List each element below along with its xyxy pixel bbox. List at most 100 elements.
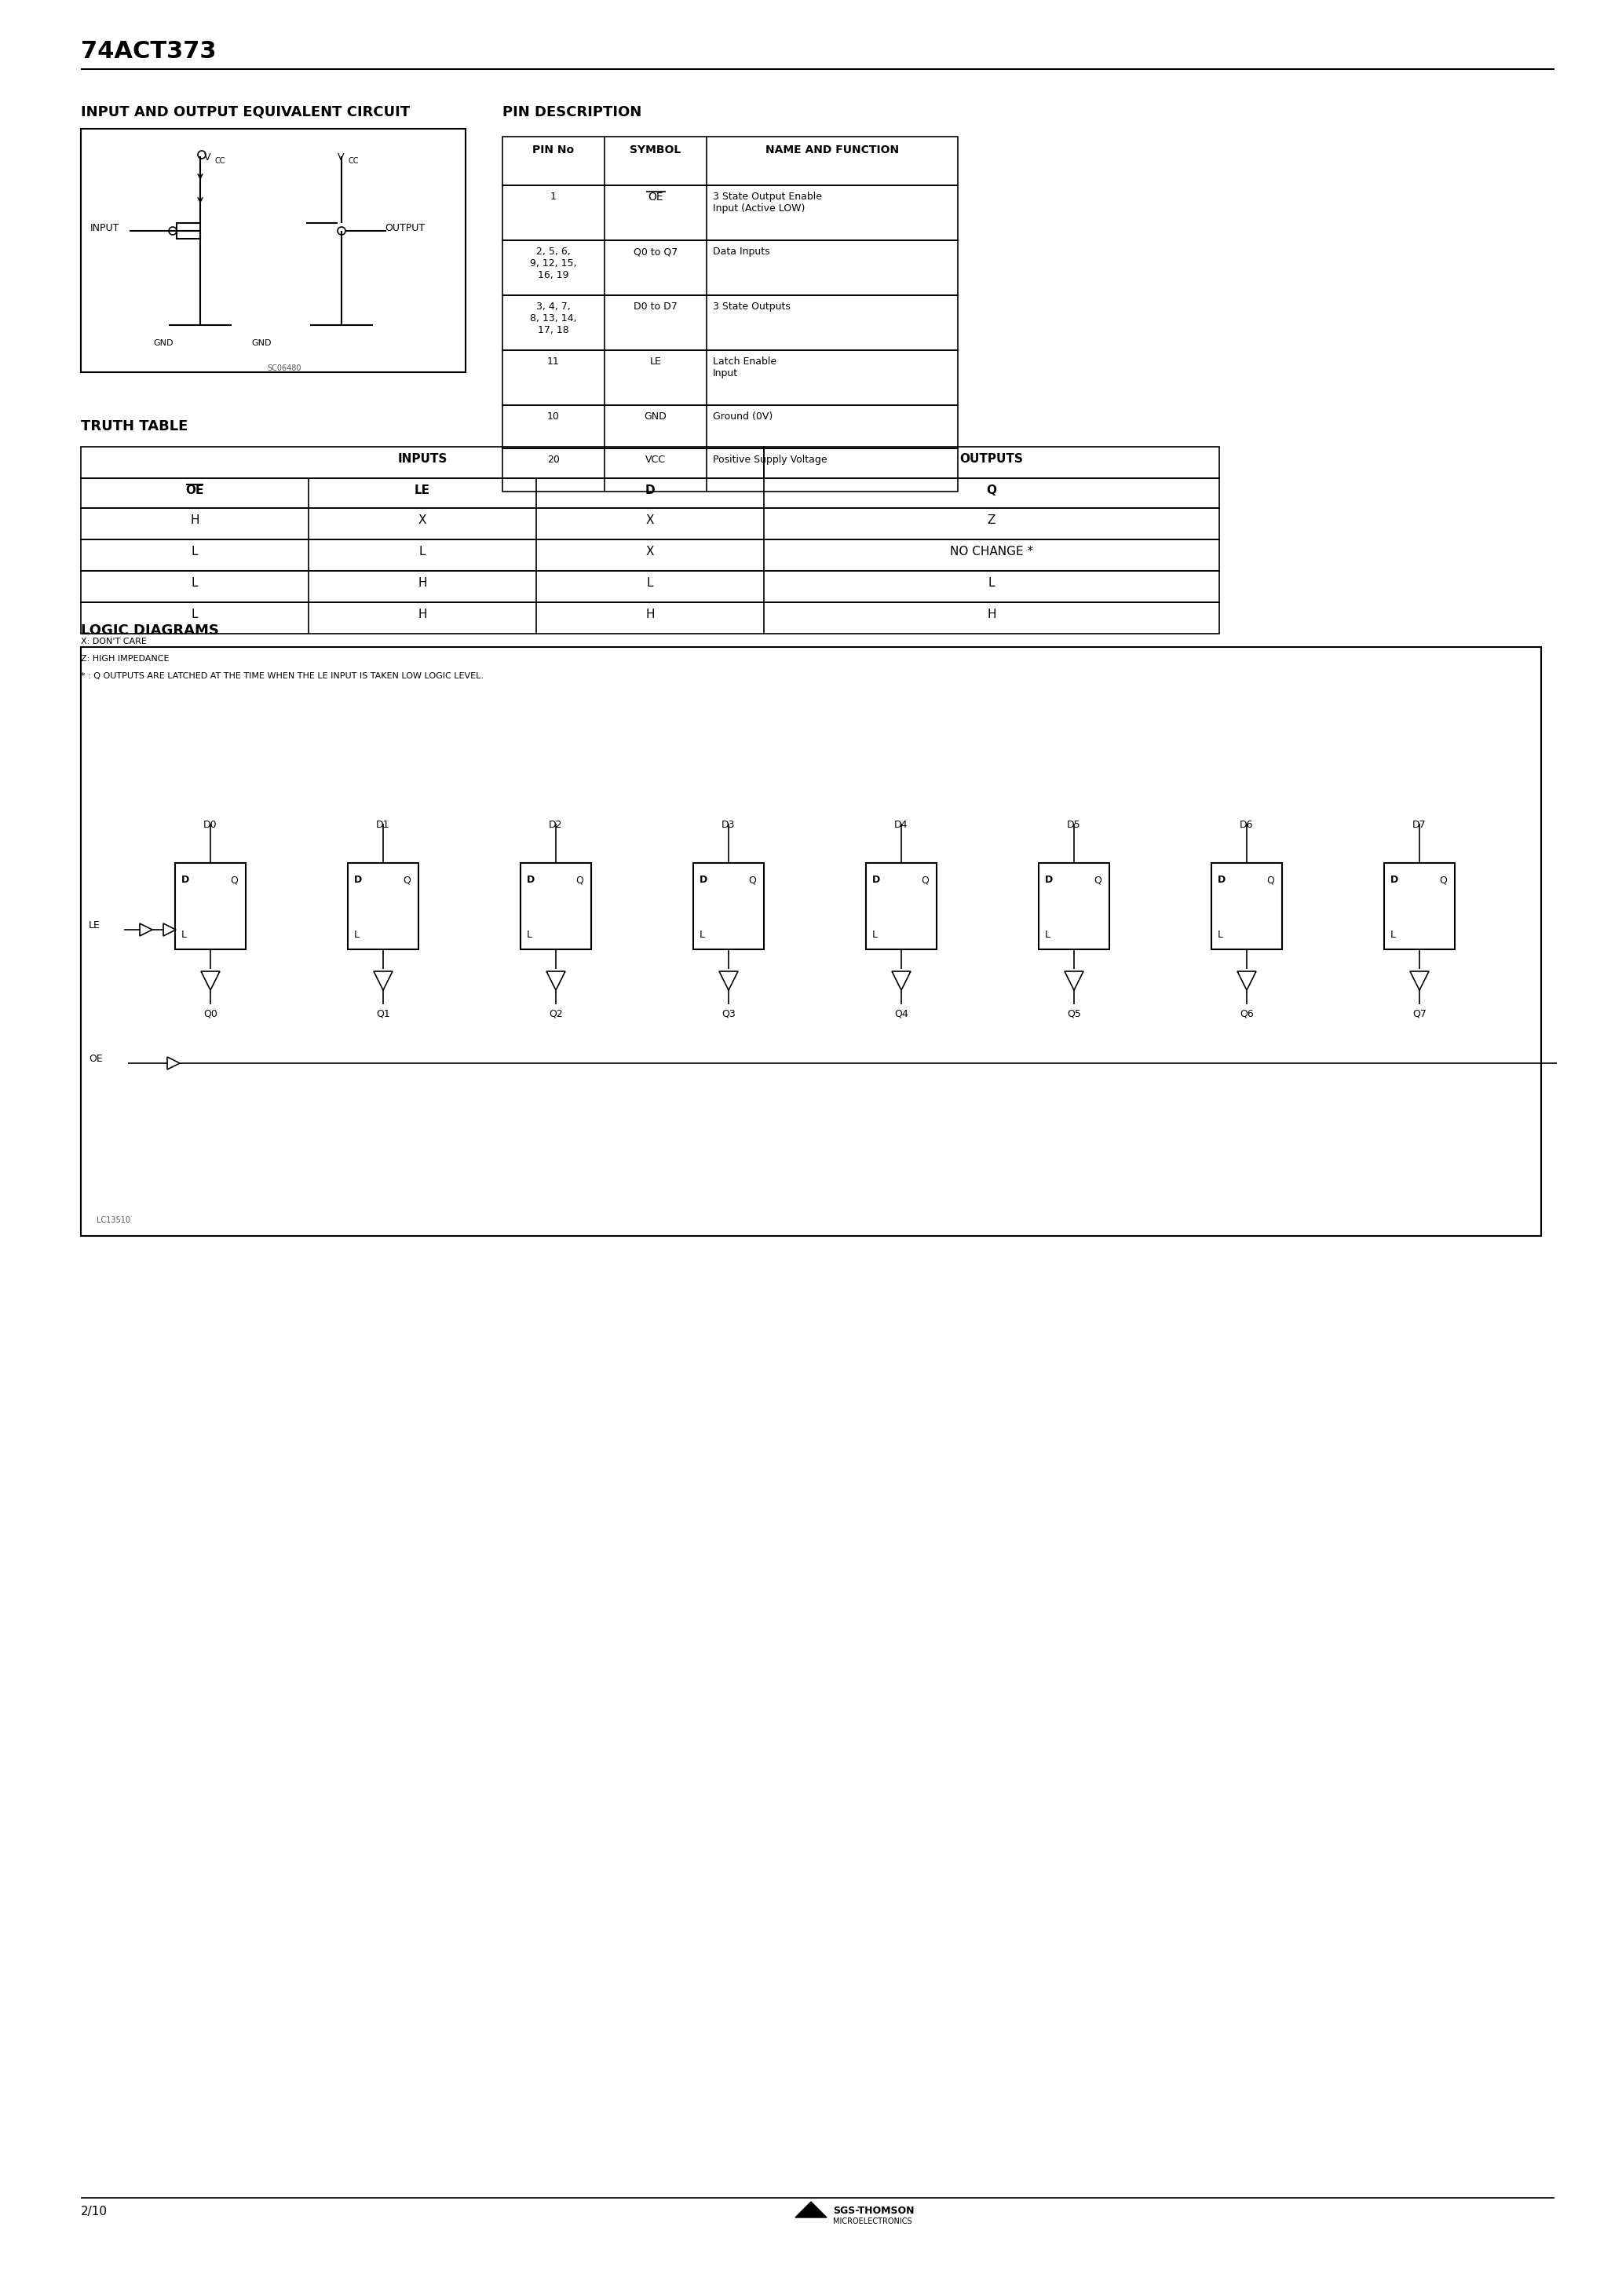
Text: 10: 10 [547,411,560,422]
Text: L: L [873,930,878,939]
Text: Q: Q [921,875,929,884]
Bar [503,448,959,491]
Text: D: D [699,875,707,884]
Text: D: D [1390,875,1398,884]
Text: LC13510: LC13510 [97,1217,130,1224]
Text: Positive Supply Voltage: Positive Supply Voltage [712,455,827,464]
Text: CC: CC [214,156,225,165]
Text: PIN DESCRIPTION: PIN DESCRIPTION [503,106,642,119]
Bar [175,863,247,948]
Bar [503,241,959,296]
Text: Q: Q [402,875,410,884]
Text: H: H [988,608,996,620]
Bar [81,647,1541,1235]
Text: CC: CC [347,156,358,165]
Text: Z: HIGH IMPEDANCE: Z: HIGH IMPEDANCE [81,654,169,664]
Text: H: H [418,608,427,620]
Bar [1038,863,1109,948]
Text: D7: D7 [1413,820,1426,829]
Text: H: H [190,514,200,526]
Text: H: H [418,576,427,588]
Text: * : Q OUTPUTS ARE LATCHED AT THE TIME WHEN THE LE INPUT IS TAKEN LOW LOGIC LEVEL: * : Q OUTPUTS ARE LATCHED AT THE TIME WH… [81,673,483,680]
Text: OE: OE [89,1054,102,1065]
Text: L: L [527,930,532,939]
Bar [177,223,200,239]
Text: L: L [418,546,425,558]
Text: 74ACT373: 74ACT373 [81,39,216,62]
Text: Z: Z [988,514,996,526]
Text: LOGIC DIAGRAMS: LOGIC DIAGRAMS [81,625,219,638]
Bar [1384,863,1455,948]
Text: D5: D5 [1067,820,1080,829]
Text: 3 State Output Enable
Input (Active LOW): 3 State Output Enable Input (Active LOW) [712,191,822,214]
Text: Q0: Q0 [203,1008,217,1019]
Text: D: D [354,875,362,884]
Text: D: D [873,875,881,884]
Text: X: X [418,514,427,526]
Text: LE: LE [650,356,662,367]
Text: OE: OE [647,191,663,202]
Bar [503,186,959,241]
Text: Data Inputs: Data Inputs [712,246,770,257]
Text: Q: Q [986,484,996,496]
Text: V: V [337,152,344,163]
Bar [81,129,466,372]
Text: Ground (0V): Ground (0V) [712,411,772,422]
Text: GND: GND [152,340,174,347]
Text: 20: 20 [547,455,560,464]
Text: OUTPUT: OUTPUT [384,223,425,234]
Text: L: L [647,576,654,588]
Text: Q5: Q5 [1067,1008,1080,1019]
Text: 3 State Outputs: 3 State Outputs [712,301,790,312]
Text: Q: Q [230,875,238,884]
Text: L: L [191,546,198,558]
Bar [347,863,418,948]
Text: L: L [699,930,706,939]
Text: D: D [1218,875,1226,884]
Text: SYMBOL: SYMBOL [629,145,681,156]
Text: Q: Q [1267,875,1275,884]
Bar [81,478,1220,507]
Text: D: D [527,875,535,884]
Text: X: X [646,546,654,558]
Text: INPUT: INPUT [91,223,120,234]
Text: D4: D4 [894,820,908,829]
Text: L: L [354,930,360,939]
Text: D6: D6 [1239,820,1254,829]
Text: OE: OE [185,484,204,496]
Text: Q: Q [748,875,756,884]
Text: MICROELECTRONICS: MICROELECTRONICS [834,2218,912,2225]
Text: Q7: Q7 [1413,1008,1426,1019]
Text: LE: LE [89,921,101,930]
Text: Latch Enable
Input: Latch Enable Input [712,356,777,379]
Bar [81,448,764,478]
Text: D: D [646,484,655,496]
Bar [503,296,959,351]
Polygon shape [795,2202,827,2218]
Text: V: V [204,152,211,163]
Bar [81,507,1220,540]
Text: L: L [191,608,198,620]
Text: INPUT AND OUTPUT EQUIVALENT CIRCUIT: INPUT AND OUTPUT EQUIVALENT CIRCUIT [81,106,410,119]
Text: D3: D3 [722,820,735,829]
Bar [521,863,590,948]
Text: L: L [988,576,994,588]
Text: LE: LE [415,484,430,496]
Text: 2/10: 2/10 [81,2206,107,2218]
Bar [503,351,959,404]
Text: NAME AND FUNCTION: NAME AND FUNCTION [766,145,899,156]
Text: Q2: Q2 [548,1008,563,1019]
Text: Q0 to Q7: Q0 to Q7 [634,246,678,257]
Text: D1: D1 [376,820,389,829]
Text: D2: D2 [548,820,563,829]
Bar [81,602,1220,634]
Text: Q1: Q1 [376,1008,391,1019]
Text: L: L [191,576,198,588]
Text: L: L [182,930,187,939]
Bar [81,540,1220,572]
Text: SC06480: SC06480 [268,365,302,372]
Text: PIN No: PIN No [532,145,574,156]
Text: X: X [646,514,654,526]
Text: Q: Q [1439,875,1447,884]
Text: 2, 5, 6,
9, 12, 15,
16, 19: 2, 5, 6, 9, 12, 15, 16, 19 [530,246,577,280]
